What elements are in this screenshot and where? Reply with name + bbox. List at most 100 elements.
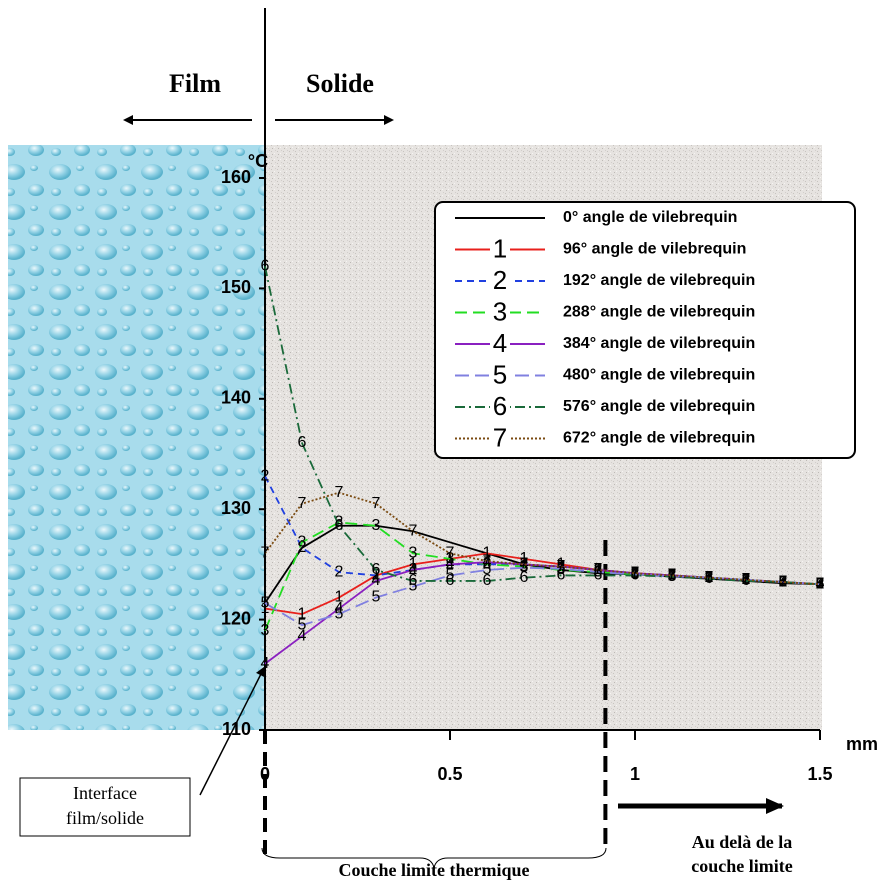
beyond-label: Au delà de la (692, 832, 793, 852)
legend-label: 576° angle de vilebrequin (563, 398, 755, 415)
y-tick-label: 130 (221, 498, 251, 518)
y-tick-label: 140 (221, 388, 251, 408)
point-marker: 6 (446, 572, 455, 589)
point-marker: 7 (335, 484, 344, 501)
point-marker: 4 (668, 567, 677, 584)
point-marker: 7 (668, 567, 677, 584)
couche-label: Couche limite thermique (339, 860, 530, 880)
point-marker: 5 (520, 559, 529, 576)
point-marker: 4 (372, 572, 381, 589)
legend-marker: 2 (493, 265, 507, 295)
point-marker: 2 (372, 567, 381, 584)
legend-marker-bg (490, 426, 510, 451)
point-marker: 1 (483, 545, 492, 562)
series-line (264, 266, 821, 586)
y-tick-label: 160 (221, 167, 251, 187)
point-marker: 4 (446, 556, 455, 573)
interface-label: Interface (73, 783, 137, 803)
point-marker: 1 (409, 556, 418, 573)
film-label: Film (169, 69, 221, 98)
point-marker: 1 (335, 589, 344, 606)
point-marker: 7 (409, 522, 418, 539)
point-marker: 5 (446, 567, 455, 584)
brace (261, 847, 607, 869)
point-marker: 7 (298, 495, 307, 512)
point-marker: 6 (742, 572, 751, 589)
point-marker: 7 (520, 556, 529, 573)
point-marker: 6 (520, 569, 529, 586)
legend-label: 672° angle de vilebrequin (563, 430, 755, 447)
y-unit: °C (248, 151, 268, 171)
legend-entries: 0° angle de vilebrequin 1 96° angle de vil… (455, 209, 755, 452)
point-marker: 5 (631, 566, 640, 583)
point-marker: 7 (816, 575, 825, 592)
point-marker: 6 (261, 258, 270, 275)
point-marker: 7 (742, 571, 751, 588)
x-tick-label: 0.5 (437, 764, 462, 784)
x-tick-label: 1 (630, 764, 640, 784)
legend-label: 288° angle de vilebrequin (563, 304, 755, 321)
point-marker: 2 (816, 575, 825, 592)
legend-marker-bg (490, 300, 510, 325)
film-background (8, 145, 265, 730)
point-marker: 6 (779, 573, 788, 590)
point-marker: 1 (816, 575, 825, 592)
point-marker: 3 (372, 517, 381, 534)
point-marker: 3 (520, 558, 529, 575)
point-marker: 7 (261, 545, 270, 562)
point-marker: 1 (520, 550, 529, 567)
legend (434, 201, 856, 459)
solide-label: Solide (306, 69, 374, 98)
point-marker: 6 (594, 567, 603, 584)
x-unit: mm (846, 734, 878, 754)
point-marker: 3 (409, 545, 418, 562)
legend-marker: 7 (493, 422, 507, 452)
point-marker: 5 (261, 594, 270, 611)
point-marker: 1 (261, 600, 270, 617)
interface-arrow (199, 666, 265, 796)
point-marker: 7 (483, 552, 492, 569)
point-marker: 1 (557, 556, 566, 573)
point-marker: 6 (631, 567, 640, 584)
point-marker: 2 (261, 467, 270, 484)
point-marker: 6 (816, 575, 825, 592)
beyond-label: couche limite (691, 856, 792, 876)
point-marker: 3 (816, 575, 825, 592)
point-marker: 4 (298, 627, 307, 644)
point-marker: 4 (816, 575, 825, 592)
legend-marker-bg (490, 269, 510, 293)
point-marker: 7 (705, 569, 714, 586)
point-marker: 1 (298, 605, 307, 622)
legend-marker: 5 (493, 359, 507, 389)
legend-marker: 6 (493, 391, 507, 421)
point-marker: 7 (446, 545, 455, 562)
y-tick-label: 150 (221, 277, 251, 297)
point-marker: 6 (409, 572, 418, 589)
point-marker: 2 (335, 563, 344, 580)
point-marker: 4 (409, 561, 418, 578)
legend-label: 96° angle de vilebrequin (563, 241, 746, 258)
point-marker: 5 (816, 575, 825, 592)
legend-label: 480° angle de vilebrequin (563, 367, 755, 384)
point-marker: 5 (409, 578, 418, 595)
point-marker: 6 (557, 567, 566, 584)
point-marker: 3 (335, 514, 344, 531)
point-marker: 6 (668, 568, 677, 585)
legend-label: 384° angle de vilebrequin (563, 335, 755, 352)
series-line (264, 566, 821, 627)
point-marker: 5 (298, 616, 307, 633)
point-marker: 4 (520, 556, 529, 573)
point-marker: 4 (261, 655, 270, 672)
point-marker: 5 (483, 561, 492, 578)
legend-marker-bg (490, 237, 510, 262)
point-marker: 6 (335, 517, 344, 534)
point-marker: 3 (483, 556, 492, 573)
point-marker: 4 (483, 553, 492, 570)
point-marker: 4 (631, 564, 640, 581)
legend-label: 192° angle de vilebrequin (563, 272, 755, 289)
point-marker: 7 (372, 495, 381, 512)
point-marker: 7 (631, 564, 640, 581)
point-marker: 7 (779, 573, 788, 590)
point-marker: 5 (594, 563, 603, 580)
